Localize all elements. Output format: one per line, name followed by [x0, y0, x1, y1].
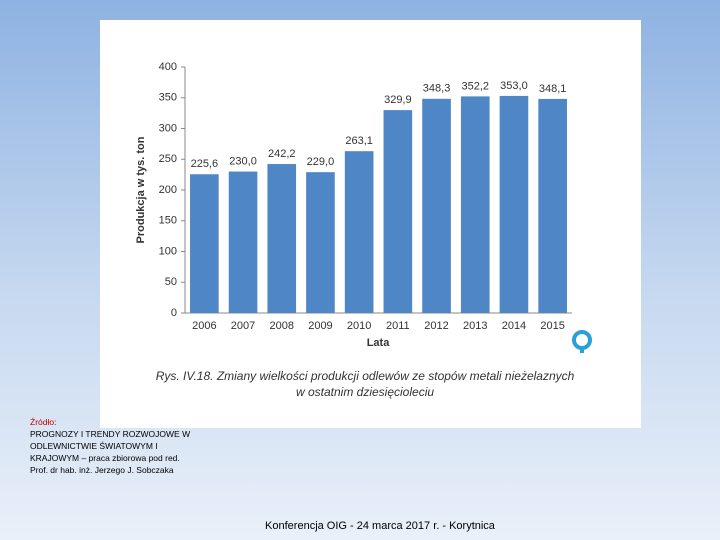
footer: Konferencja OIG - 24 marca 2017 r. - Kor…: [265, 520, 495, 532]
value-label: 348,1: [539, 83, 567, 95]
x-tick-label: 2013: [463, 320, 487, 332]
x-tick-label: 2007: [231, 320, 255, 332]
value-label: 352,2: [461, 80, 489, 92]
value-label: 229,0: [307, 156, 335, 168]
bar: [422, 98, 451, 313]
y-tick-label: 0: [171, 307, 177, 319]
x-tick-label: 2014: [502, 320, 526, 332]
y-tick-label: 200: [159, 184, 177, 196]
source-label: Źródło:: [30, 417, 57, 427]
value-label: 353,0: [500, 80, 528, 92]
x-tick-label: 2015: [540, 320, 564, 332]
y-tick-label: 350: [159, 92, 177, 104]
value-label: 230,0: [229, 155, 257, 167]
bar: [267, 164, 297, 313]
value-label: 225,6: [191, 158, 219, 170]
source-line: PROGNOZY I TRENDY ROZWOJOWE W: [30, 429, 191, 439]
chart-title: Rys. IV.18. Zmiany wielkości produkcji o…: [156, 369, 575, 383]
y-tick-label: 300: [159, 122, 177, 134]
x-tick-label: 2006: [192, 320, 216, 332]
logo: [572, 330, 592, 353]
value-label: 263,1: [345, 135, 373, 147]
source-note: Źródło: PROGNOZY I TRENDY ROZWOJOWE W OD…: [30, 416, 190, 476]
value-label: 242,2: [268, 148, 296, 160]
bar: [499, 95, 529, 313]
bar: [306, 172, 335, 313]
x-tick-label: 2011: [386, 320, 410, 332]
x-tick-label: 2009: [308, 320, 332, 332]
x-tick-label: 2008: [270, 320, 294, 332]
y-tick-label: 150: [159, 215, 177, 227]
source-line: ODLEWNICTWIE ŚWIATOWYM I: [30, 441, 158, 451]
bar: [538, 98, 567, 313]
y-tick-label: 250: [159, 153, 177, 165]
value-label: 329,9: [384, 94, 412, 106]
x-tick-label: 2012: [424, 320, 448, 332]
bar: [383, 110, 413, 313]
bar: [190, 174, 219, 313]
y-tick-label: 50: [165, 276, 177, 288]
value-label: 348,3: [423, 83, 451, 95]
bar: [344, 151, 374, 313]
bar: [460, 96, 490, 313]
y-axis-label: Produkcja w tys. ton: [135, 136, 147, 243]
bar: [228, 171, 258, 313]
x-axis-label: Lata: [367, 337, 391, 349]
x-tick-label: 2010: [347, 320, 371, 332]
y-tick-label: 100: [159, 245, 177, 257]
y-tick-label: 400: [159, 61, 177, 73]
source-line: KRAJOWYM – praca zbiorowa pod red.: [30, 453, 180, 463]
chart-title: w ostatnim dziesięcioleciu: [296, 385, 434, 399]
source-line: Prof. dr hab. inż. Jerzego J. Sobczaka: [30, 465, 174, 475]
